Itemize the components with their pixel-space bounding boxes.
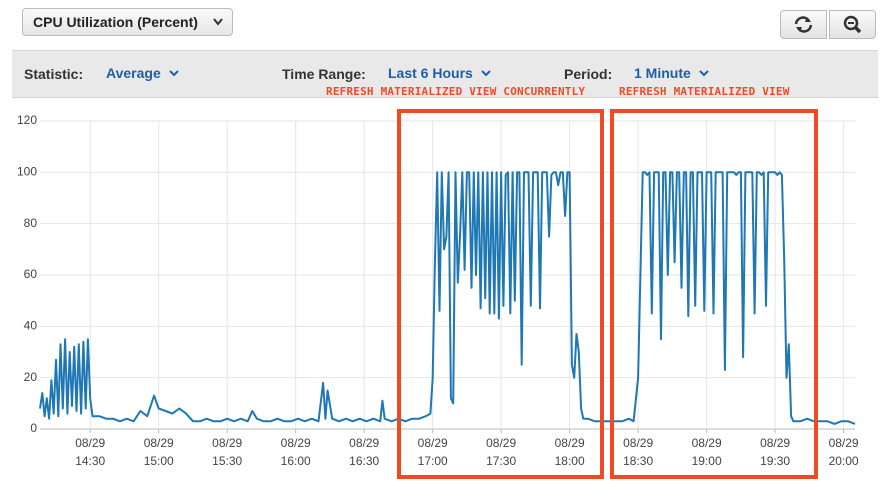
y-tick-label: 0 — [30, 421, 37, 435]
x-tick-label: 08/29 20:00 — [828, 436, 859, 468]
y-tick-label: 80 — [24, 216, 38, 230]
metric-select-text: CPU Utilization (Percent) — [33, 14, 198, 30]
control-label: Statistic: — [24, 66, 84, 82]
x-tick-label: 08/29 19:30 — [760, 436, 791, 468]
control-value[interactable]: 1 Minute — [634, 65, 709, 81]
x-tick-label: 08/29 17:30 — [486, 436, 517, 468]
zoom-icon — [843, 15, 862, 34]
highlight-box — [610, 109, 818, 479]
x-tick-label: 08/29 16:30 — [349, 436, 380, 468]
cpu-line — [39, 171, 856, 425]
chevron — [699, 70, 709, 77]
refresh-button[interactable] — [780, 10, 827, 39]
options-bar — [12, 50, 878, 98]
y-tick-label: 60 — [24, 267, 38, 281]
chevron — [213, 18, 223, 26]
x-tick-label: 08/29 19:00 — [691, 436, 722, 468]
x-tick-label: 08/29 14:30 — [75, 436, 106, 468]
y-tick-label: 100 — [17, 165, 37, 179]
zoom-button[interactable] — [829, 10, 876, 39]
x-tick-label: 08/29 17:00 — [417, 436, 448, 468]
y-tick-label: 120 — [17, 113, 37, 127]
x-tick-label: 08/29 18:30 — [623, 436, 654, 468]
y-tick-label: 40 — [24, 319, 38, 333]
x-tick-label: 08/29 15:00 — [143, 436, 174, 468]
control-value[interactable]: Last 6 Hours — [388, 65, 491, 81]
chevron — [169, 70, 179, 77]
control-label: Time Range: — [282, 66, 366, 82]
annotation: REFRESH MATERIALIZED VIEW — [619, 85, 790, 98]
refresh-icon — [794, 16, 813, 33]
x-tick-label: 08/29 16:00 — [280, 436, 311, 468]
x-tick-label: 08/29 15:30 — [212, 436, 243, 468]
control-label: Period: — [564, 66, 613, 82]
highlight-box — [397, 109, 604, 479]
y-tick-label: 20 — [24, 370, 38, 384]
control-value[interactable]: Average — [106, 65, 179, 81]
metric-select[interactable]: CPU Utilization (Percent) — [22, 8, 233, 36]
annotation: REFRESH MATERIALIZED VIEW CONCURRENTLY — [326, 85, 586, 98]
chevron — [481, 70, 491, 77]
x-tick-label: 08/29 18:00 — [554, 436, 585, 468]
